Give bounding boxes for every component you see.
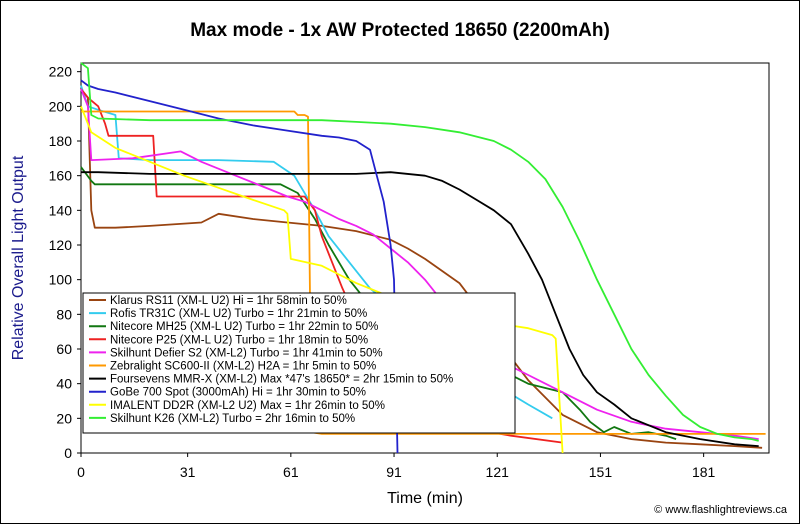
axes: 0 20 40 60 80 100 120 140 160 180 200 220 0 31 61 91 121…	[49, 64, 716, 480]
series-line-8	[80, 79, 399, 454]
x-tick-label: 181	[692, 464, 716, 480]
legend-entry: GoBe 700 Spot (3000mAh) Hi = 1hr 30min t…	[110, 387, 366, 399]
y-tick-label: 160	[49, 168, 73, 184]
y-tick-label: 60	[56, 341, 72, 357]
credit-text: © www.flashlightreviews.ca	[654, 504, 788, 516]
x-axis-title: Time (min)	[387, 490, 463, 507]
legend-entry: IMALENT DD2R (XM-L2 U2) Max = 1hr 26min …	[110, 400, 385, 412]
x-tick-label: 31	[180, 464, 196, 480]
y-tick-label: 100	[49, 272, 73, 288]
legend-entry: Nitecore MH25 (XM-L U2) Turbo = 1hr 22mi…	[110, 321, 378, 333]
y-tick-label: 220	[49, 64, 73, 80]
legend-entry: Rofis TR31C (XM-L U2) Turbo = 1hr 21min …	[110, 308, 367, 320]
series-line-10	[80, 62, 759, 442]
x-tick-label: 0	[77, 464, 85, 480]
x-tick-label: 61	[283, 464, 299, 480]
y-tick-label: 140	[49, 202, 73, 218]
legend-entry: Skilhunt K26 (XM-L2) Turbo = 2hr 16min t…	[110, 413, 355, 425]
y-tick-label: 40	[56, 376, 72, 392]
legend-box	[82, 292, 516, 434]
series-line-9	[80, 105, 564, 454]
legend-entry: Nitecore P25 (XM-L U2) Turbo = 1hr 18min…	[110, 334, 368, 346]
y-tick-label: 0	[64, 445, 72, 461]
y-tick-label: 180	[49, 133, 73, 149]
y-tick-label: 80	[56, 306, 72, 322]
y-axis-title: Relative Overall Light Output	[10, 155, 27, 360]
x-tick-label: 121	[486, 464, 510, 480]
legend-entry: Foursevens MMR-X (XM-L2) Max *47's 18650…	[110, 374, 453, 386]
x-tick-label: 151	[589, 464, 613, 480]
legend-entry: Zebralight SC600-II (XM-L2) H2A = 1hr 5m…	[110, 361, 376, 373]
y-tick-label: 20	[56, 410, 72, 426]
y-tick-label: 120	[49, 237, 73, 253]
legend: Klarus RS11 (XM-L U2) Hi = 1hr 58min to …	[82, 292, 516, 434]
y-tick-label: 200	[49, 98, 73, 114]
x-tick-label: 91	[386, 464, 402, 480]
legend-entry: Klarus RS11 (XM-L U2) Hi = 1hr 58min to …	[110, 295, 347, 307]
series-line-7	[81, 171, 759, 447]
chart-title: Max mode - 1x AW Protected 18650 (2200mA…	[190, 20, 610, 41]
legend-entry: Skilhunt Defier S2 (XM-L2) Turbo = 1hr 4…	[110, 347, 383, 359]
series-line-6	[81, 110, 766, 435]
